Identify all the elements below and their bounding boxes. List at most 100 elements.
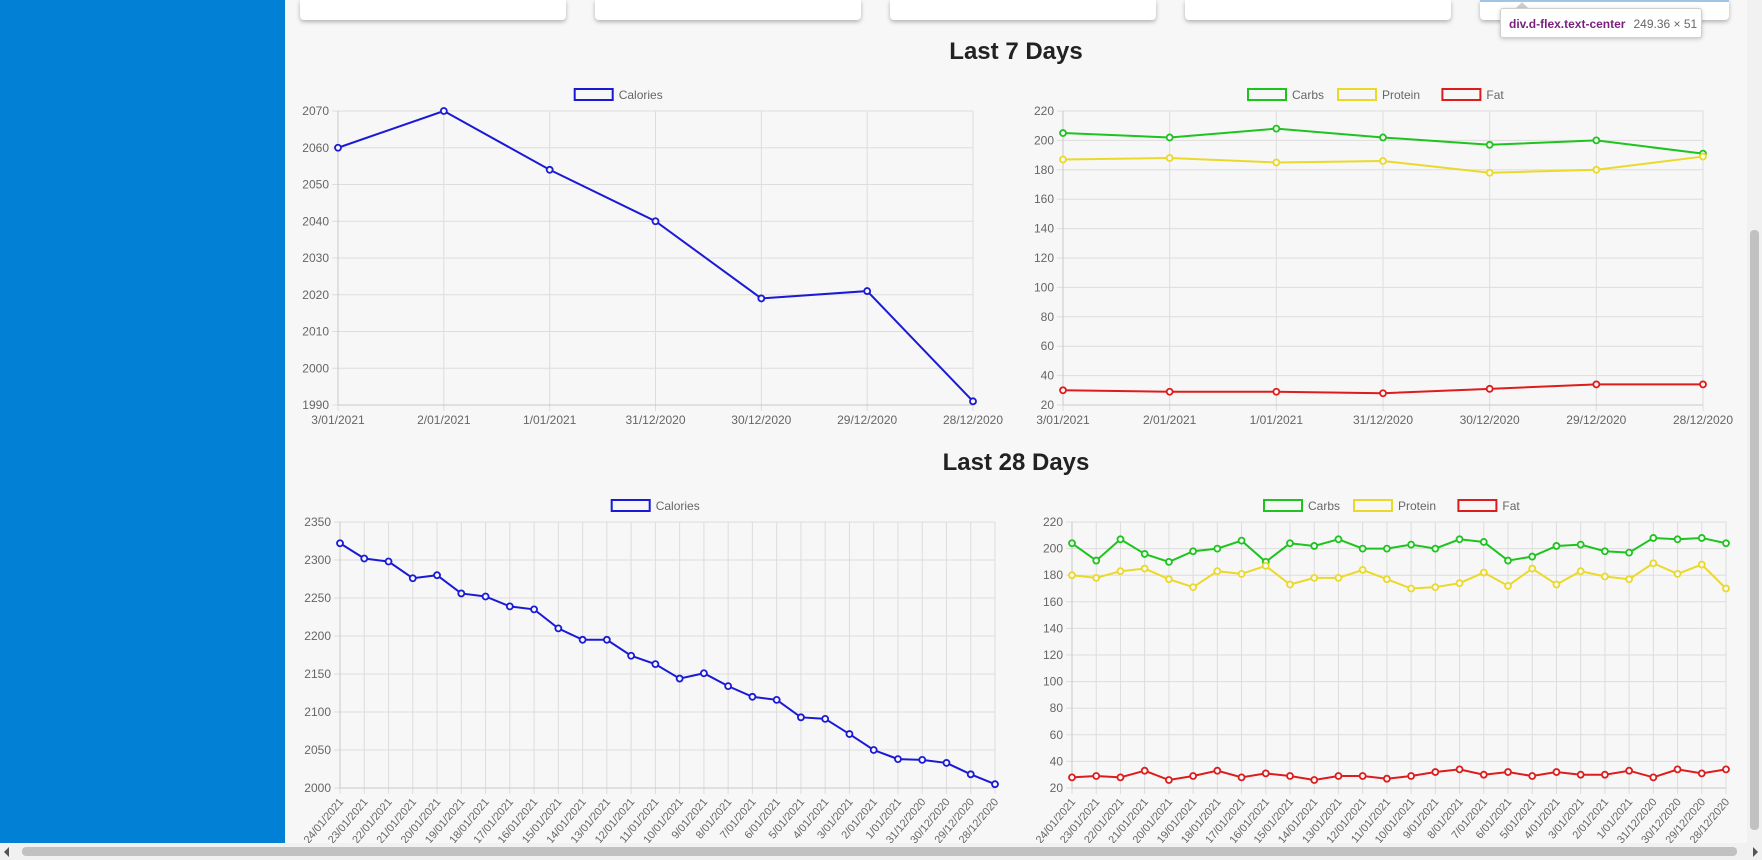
y-tick-label: 100: [1043, 675, 1063, 689]
data-point-fat: [1431, 768, 1440, 776]
data-point-calories: [360, 554, 369, 563]
data-point-fat: [1673, 765, 1682, 774]
data-point-calories: [918, 755, 927, 764]
data-point-calories: [457, 589, 466, 598]
y-tick-label: 2040: [302, 214, 329, 228]
data-point-carbs: [1722, 539, 1730, 548]
data-point-carbs: [1237, 536, 1246, 545]
chart-mac28: 2040608010012014016018020022024/01/20212…: [1034, 499, 1732, 846]
data-point-fat: [1116, 773, 1125, 782]
data-point-carbs: [1068, 539, 1076, 548]
data-point-calories: [554, 624, 563, 633]
data-point-fat: [1310, 776, 1319, 784]
data-point-protein: [1592, 165, 1601, 174]
scroll-right-arrow-icon[interactable]: [1753, 847, 1758, 857]
legend-label: Fat: [1486, 88, 1504, 102]
data-point-calories: [821, 714, 830, 723]
x-tick-label: 1/01/2021: [523, 413, 577, 427]
data-point-carbs: [1576, 540, 1585, 549]
y-tick-label: 2060: [302, 141, 329, 155]
y-tick-label: 60: [1050, 728, 1064, 742]
legend-swatch: [610, 499, 651, 512]
series-line-fat: [1071, 768, 1727, 782]
data-point-calories: [894, 755, 902, 764]
summary-card: [300, 0, 566, 20]
data-point-carbs: [1455, 535, 1464, 544]
data-point-calories: [481, 592, 490, 601]
y-tick-label: 200: [1034, 133, 1054, 147]
y-tick-label: 2050: [304, 743, 331, 757]
data-point-fat: [1165, 387, 1174, 396]
data-point-calories: [336, 539, 344, 548]
data-point-protein: [1697, 560, 1706, 569]
x-tick-label: 31/12/2020: [1353, 413, 1413, 427]
data-point-protein: [1189, 583, 1198, 592]
summary-card: [595, 0, 861, 20]
data-point-fat: [1552, 768, 1561, 776]
data-point-protein: [1485, 168, 1494, 177]
vertical-scrollbar[interactable]: [1747, 0, 1762, 843]
data-point-carbs: [1485, 140, 1494, 149]
data-point-calories: [545, 165, 554, 174]
x-tick-label: 29/12/2020: [837, 413, 897, 427]
x-tick-label: 28/12/2020: [1673, 413, 1733, 427]
data-point-calories: [578, 635, 587, 644]
y-tick-label: 20: [1050, 781, 1064, 795]
chart-cal28: 2000205021002150220022502300235024/01/20…: [302, 499, 1001, 846]
data-point-calories: [505, 602, 514, 611]
x-tick-label: 30/12/2020: [1460, 413, 1520, 427]
y-tick-label: 80: [1050, 701, 1064, 715]
data-point-carbs: [1140, 550, 1149, 558]
y-tick-label: 160: [1034, 192, 1054, 206]
chart-mac7: 20 40 60 80 100 120 140 160 180 200 220 3/01/2021 2/…: [1034, 88, 1733, 427]
data-point-protein: [1455, 579, 1464, 588]
data-point-protein: [1576, 567, 1585, 576]
y-tick-label: 180: [1034, 163, 1054, 177]
data-point-fat: [1286, 772, 1294, 780]
horizontal-scrollbar[interactable]: [0, 843, 1762, 860]
data-point-fat: [1382, 774, 1391, 783]
data-point-protein: [1237, 569, 1246, 578]
data-point-carbs: [1407, 540, 1416, 549]
data-point-carbs: [1528, 552, 1537, 561]
summary-card: [1185, 0, 1451, 20]
legend-swatch: [1441, 88, 1482, 101]
data-point-carbs: [1592, 136, 1601, 145]
data-point-calories: [530, 605, 538, 614]
data-point-fat: [1358, 772, 1367, 780]
series-line-calories: [339, 542, 996, 786]
data-point-protein: [1699, 152, 1707, 161]
data-point-calories: [699, 669, 708, 678]
horizontal-scrollbar-thumb[interactable]: [22, 847, 1737, 856]
data-point-calories: [408, 574, 417, 583]
data-point-calories: [966, 770, 975, 779]
data-point-protein: [1358, 565, 1367, 574]
data-point-carbs: [1625, 548, 1634, 557]
data-point-calories: [942, 759, 951, 767]
x-tick-label: 2/01/2021: [417, 413, 471, 427]
scroll-left-arrow-icon[interactable]: [4, 847, 9, 857]
data-point-fat: [1189, 772, 1198, 780]
data-point-fat: [1140, 766, 1149, 775]
data-point-calories: [384, 557, 393, 566]
vertical-scrollbar-thumb[interactable]: [1750, 230, 1759, 830]
y-tick-label: 1990: [302, 398, 329, 412]
data-point-calories: [757, 294, 766, 303]
y-tick-label: 100: [1034, 280, 1054, 294]
legend-swatch: [1337, 88, 1377, 101]
data-point-carbs: [1164, 558, 1173, 566]
y-tick-label: 40: [1041, 369, 1055, 383]
legend-label: Protein: [1382, 88, 1420, 102]
x-tick-label: 3/01/2021: [311, 413, 365, 427]
legend-swatch: [1263, 499, 1303, 512]
y-tick-label: 2100: [304, 705, 331, 719]
data-point-carbs: [1213, 544, 1222, 553]
data-point-fat: [1237, 773, 1246, 782]
data-point-carbs: [1382, 544, 1391, 553]
data-point-calories: [334, 143, 342, 152]
data-point-fat: [1504, 768, 1512, 776]
data-point-carbs: [1116, 535, 1125, 544]
data-point-protein: [1479, 568, 1488, 577]
data-point-carbs: [1059, 129, 1067, 137]
y-tick-label: 220: [1043, 515, 1063, 529]
